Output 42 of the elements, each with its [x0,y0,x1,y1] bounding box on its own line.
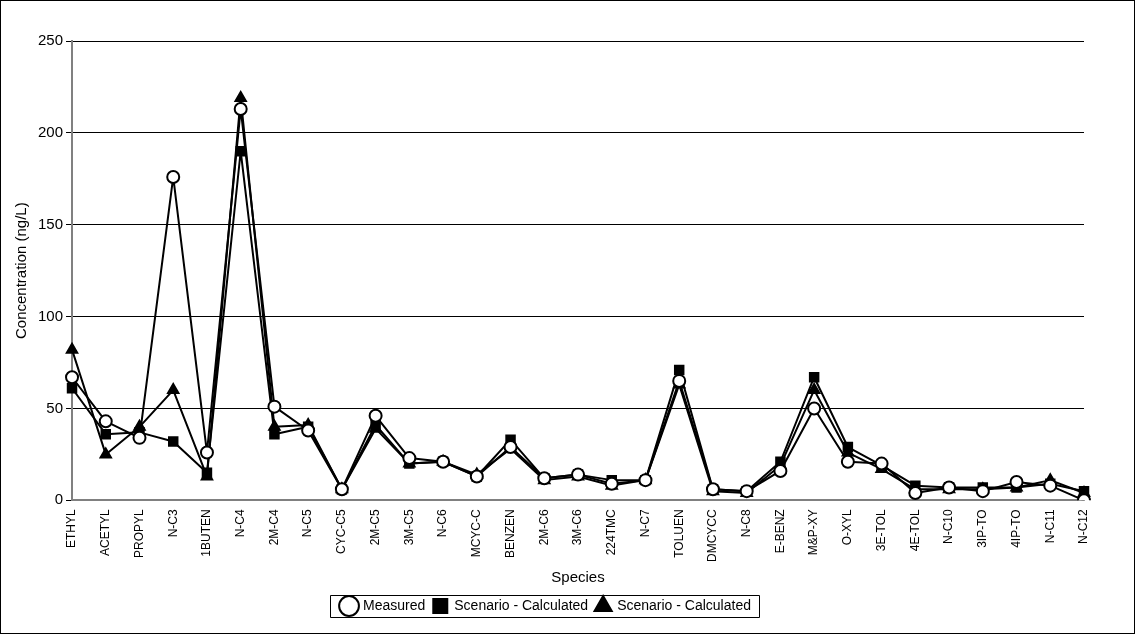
y-axis-title: Concentration (ng/L) [12,202,30,340]
y-tick-label: 50 [46,398,64,416]
y-tick-label: 0 [54,490,64,508]
legend-label: Scenario - Calculated [617,596,751,613]
x-tick-label: 1BUTEN [199,509,214,557]
x-tick-label: TOLUEN [671,509,686,558]
x-tick-label: ACETYL [98,509,113,557]
x-axis-title: Species [551,568,605,586]
x-tick-label: N-C8 [738,509,753,538]
x-tick-label: 3IP-TO [975,509,990,548]
x-tick-label: N-C11 [1042,509,1057,544]
x-tick-label: ETHYL [64,509,79,549]
x-tick-label: N-C6 [435,509,450,538]
x-tick-label: 3M-C5 [401,509,416,546]
x-tick-label: 3E-TOL [873,509,888,552]
y-tick-label: 150 [38,214,64,232]
x-tick-label: PROPYL [131,509,146,559]
x-tick-label: N-C10 [941,509,956,545]
x-tick-label: CYC-C5 [334,509,349,555]
x-tick-label: 4IP-TO [1008,509,1023,548]
x-tick-label: N-C5 [300,509,315,538]
legend-label: Scenario - Calculated [454,596,589,613]
x-tick-label: 2M-C5 [367,509,382,546]
x-tick-label: N-C4 [233,509,247,538]
x-tick-label: N-C7 [637,509,652,538]
legend-label: Measured [363,596,426,613]
x-tick-label: 2M-C4 [266,509,281,546]
x-tick-label: N-C12 [1076,509,1091,545]
x-tick-label: 4E-TOL [907,509,922,552]
x-tick-label: 224TMC [604,509,619,556]
x-tick-label: 2M-C6 [536,509,551,546]
y-tick-label: 200 [38,123,64,141]
x-tick-label: MCYC-C [469,509,484,558]
x-tick-label: M&P-XY [806,509,821,556]
y-tick-label: 250 [38,31,64,49]
x-tick-label: DMCYCC [705,509,720,563]
x-tick-label: E-BENZ [772,509,787,554]
x-tick-label: BENZEN [502,509,517,559]
y-tick-label: 100 [38,306,64,324]
x-tick-label: O-XYL [840,509,855,546]
x-tick-label: N-C3 [165,509,180,538]
x-tick-label: 3M-C6 [570,509,585,546]
